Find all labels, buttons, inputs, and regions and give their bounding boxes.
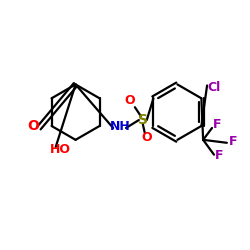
Text: F: F: [228, 135, 237, 148]
Text: S: S: [138, 113, 148, 127]
Text: O: O: [27, 119, 39, 133]
Text: Cl: Cl: [208, 81, 221, 94]
Text: O: O: [142, 131, 152, 144]
Text: HO: HO: [50, 143, 71, 156]
Text: NH: NH: [110, 120, 130, 134]
Text: F: F: [215, 149, 223, 162]
Text: O: O: [125, 94, 135, 107]
Text: F: F: [213, 118, 221, 130]
